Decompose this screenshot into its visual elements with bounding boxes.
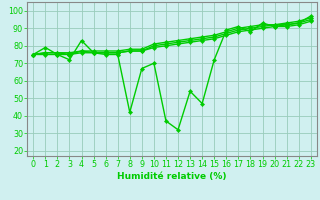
X-axis label: Humidité relative (%): Humidité relative (%) xyxy=(117,172,227,181)
